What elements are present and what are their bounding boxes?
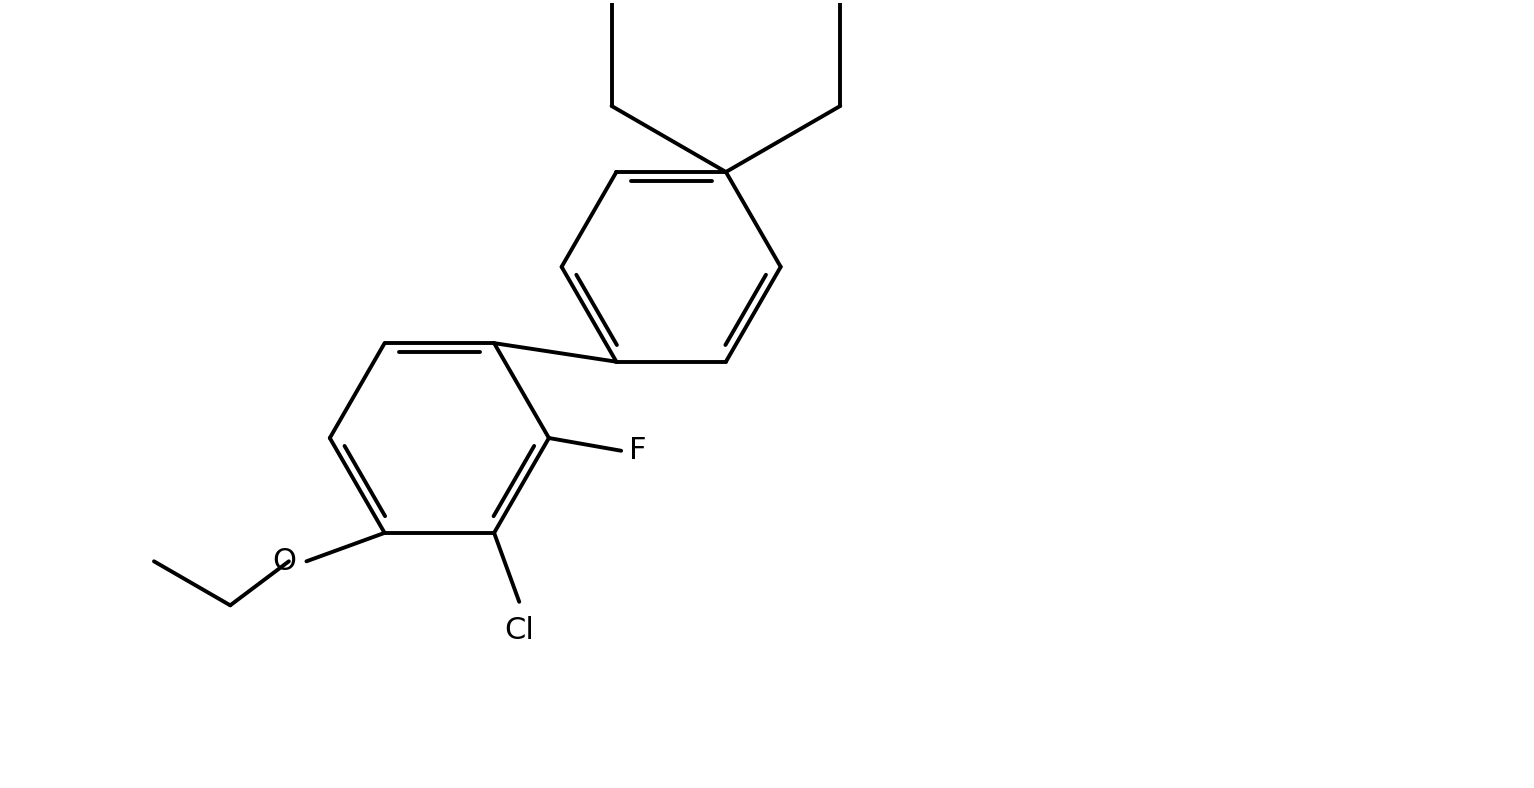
Text: O: O — [273, 547, 296, 576]
Text: Cl: Cl — [505, 616, 534, 645]
Text: F: F — [629, 437, 646, 465]
